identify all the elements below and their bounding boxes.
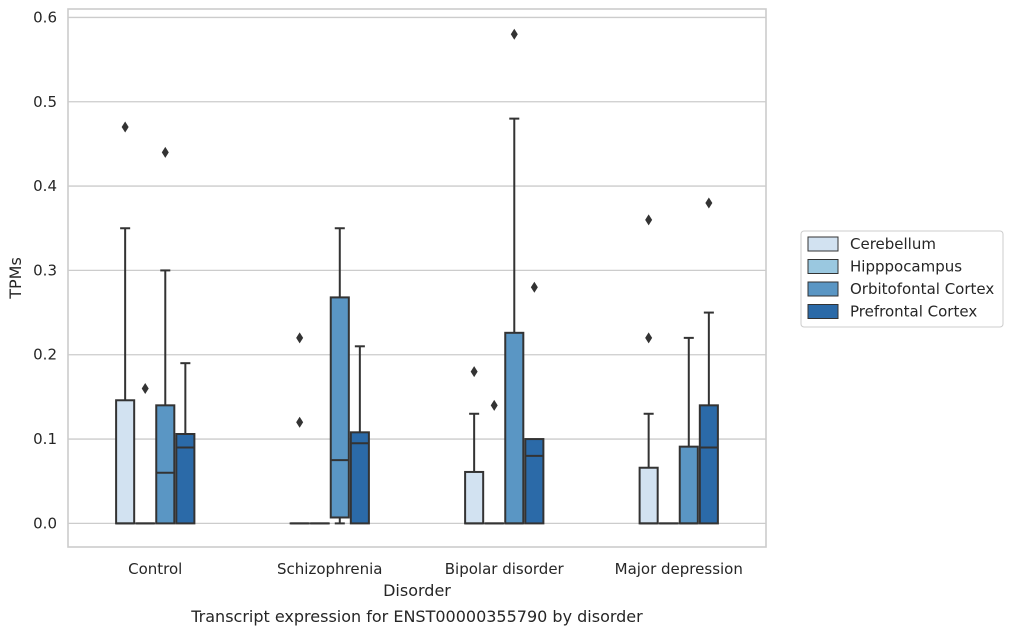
y-tick-label: 0.0: [33, 514, 57, 532]
flier-point: [161, 146, 169, 158]
box-Cerebellum-Major depression: [638, 214, 659, 525]
legend-swatch: [807, 304, 839, 319]
flier-point: [645, 214, 653, 226]
y-tick-labels: 0.0 0.1 0.2 0.3 0.4 0.5 0.6: [33, 8, 57, 532]
flier-point: [470, 366, 478, 378]
flier-point: [510, 28, 518, 40]
legend: Cerebellum Hipppocampus Orbitofontal Corte…: [800, 230, 1004, 328]
iqr-box: [349, 431, 370, 525]
x-tick-labels: Control Schizophrenia Bipolar disorder Majo…: [128, 560, 743, 578]
legend-label: Prefrontal Cortex: [850, 303, 977, 321]
flier-point: [645, 332, 653, 344]
box-Cerebellum-Bipolar disorder: [464, 366, 485, 525]
box-Hipppocampus-Control: [135, 382, 156, 525]
legend-label: Orbitofontal Cortex: [850, 280, 994, 298]
legend-swatch: [807, 281, 839, 297]
box-Orbitofontal Cortex-Bipolar disorder: [504, 28, 525, 525]
legend-swatch: [807, 259, 839, 274]
iqr-box: [524, 438, 545, 525]
y-axis-label: TPMs: [6, 257, 25, 300]
iqr-box: [464, 470, 485, 525]
box-Hipppocampus-Bipolar disorder: [484, 399, 505, 525]
y-tick-label: 0.6: [33, 8, 57, 26]
legend-swatch: [807, 236, 839, 252]
flier-point: [296, 332, 304, 344]
chart-caption: Transcript expression for ENST0000035579…: [190, 607, 643, 626]
box-marks: [115, 28, 719, 525]
flier-point: [530, 281, 538, 293]
box-Prefrontal Cortex-Bipolar disorder: [524, 281, 545, 525]
plot-frame: [67, 8, 767, 548]
flier-point: [121, 121, 129, 133]
iqr-box: [678, 445, 699, 525]
box-Prefrontal Cortex-Major depression: [698, 197, 719, 525]
y-tick-label: 0.4: [33, 177, 57, 195]
y-tick-label: 0.2: [33, 346, 57, 364]
iqr-box: [504, 331, 525, 525]
flier-point: [490, 399, 498, 411]
x-tick-label: Schizophrenia: [277, 560, 382, 578]
x-tick-label: Major depression: [615, 560, 743, 578]
iqr-box: [329, 296, 350, 519]
flier-point: [141, 382, 149, 394]
box-Prefrontal Cortex-Schizophrenia: [349, 345, 370, 525]
box-Cerebellum-Control: [115, 121, 136, 525]
legend-label: Hipppocampus: [850, 258, 962, 276]
y-tick-label: 0.3: [33, 261, 57, 279]
legend-label: Cerebellum: [850, 235, 936, 253]
box-Orbitofontal Cortex-Major depression: [678, 336, 699, 525]
box-Orbitofontal Cortex-Control: [155, 146, 176, 525]
box-Prefrontal Cortex-Control: [175, 362, 196, 525]
iqr-box: [638, 466, 659, 525]
iqr-box: [115, 399, 136, 525]
flier-point: [705, 197, 713, 209]
iqr-box: [175, 433, 196, 525]
legend-frame: [800, 230, 1004, 328]
x-tick-label: Control: [128, 560, 182, 578]
y-tick-label: 0.5: [33, 93, 57, 111]
y-tick-label: 0.1: [33, 430, 57, 448]
x-tick-label: Bipolar disorder: [445, 560, 565, 578]
iqr-box: [698, 404, 719, 525]
iqr-box: [155, 404, 176, 525]
box-Orbitofontal Cortex-Schizophrenia: [329, 227, 350, 525]
x-axis-label: Disorder: [383, 581, 451, 600]
flier-point: [296, 416, 304, 428]
box-Cerebellum-Schizophrenia: [289, 332, 310, 525]
